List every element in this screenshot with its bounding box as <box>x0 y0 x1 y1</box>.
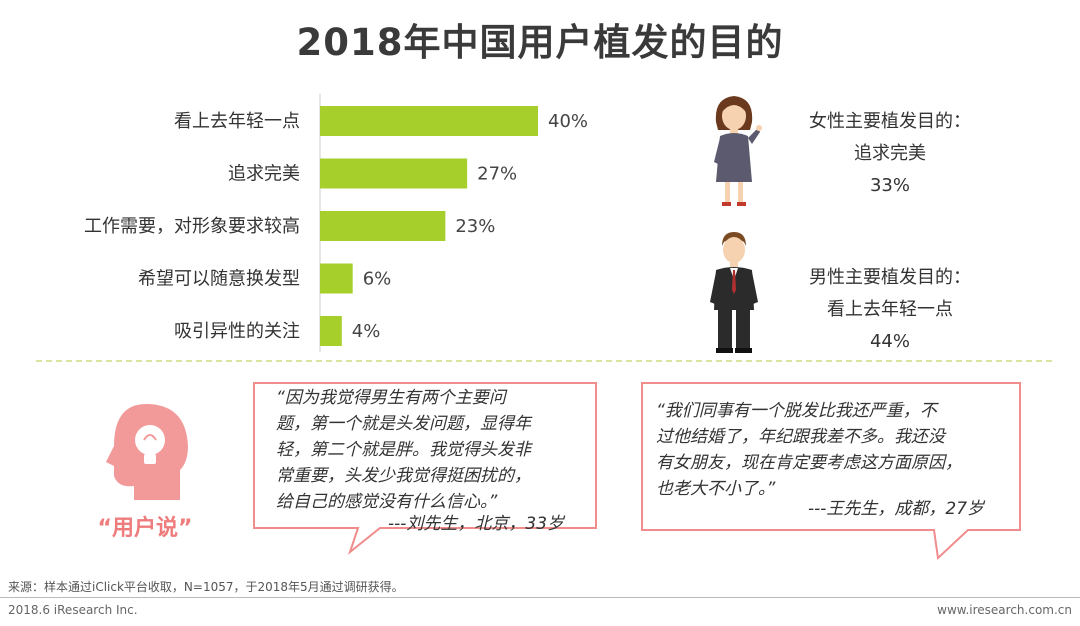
quote-1-line: 题，第一个就是头发问题，显得年 <box>276 414 531 434</box>
category-label: 希望可以随意换发型 <box>138 269 300 290</box>
quote-bubble-1 <box>253 382 597 555</box>
quote-2-text: “我们同事有一个脱发比我还严重，不 过他结婚了，年纪跟我差不多。我还没 有女朋友… <box>656 398 1016 502</box>
female-purpose: 追求完美 <box>854 143 926 164</box>
quote-1-signature: ---刘先生，北京，33岁 <box>388 514 565 534</box>
user-say-label: “用户说” <box>97 516 193 541</box>
category-label: 追求完美 <box>228 164 300 185</box>
quote-2-line: 有女朋友，现在肯定要考虑这方面原因， <box>656 453 962 473</box>
quote-2-line: 过他结婚了，年纪跟我差不多。我还没 <box>656 427 945 447</box>
footer-copyright: 2018.6 iResearch Inc. <box>8 603 138 617</box>
female-percent: 33% <box>869 175 910 196</box>
bar <box>320 263 353 294</box>
category-label: 工作需要，对形象要求较高 <box>84 216 300 237</box>
quote-1-line: 常重要，头发少我觉得挺困扰的， <box>276 466 531 486</box>
male-percent: 44% <box>869 331 910 352</box>
head-lightbulb-icon <box>106 404 188 500</box>
female-heading: 女性主要植发目的： <box>809 111 971 132</box>
quote-1-text: “因为我觉得男生有两个主要问 题，第一个就是头发问题，显得年 轻，第二个就是胖。… <box>276 385 588 515</box>
bar <box>320 158 468 189</box>
male-figure-icon <box>710 232 758 353</box>
value-label: 27% <box>477 164 517 185</box>
value-label: 4% <box>352 321 381 342</box>
quote-1-line: 给自己的感觉没有什么信心。” <box>276 492 498 512</box>
footer-website: www.iresearch.com.cn <box>937 603 1072 617</box>
male-purpose-block: 男性主要植发目的： 看上去年轻一点 44% <box>790 262 990 358</box>
quote-1-line: “因为我觉得男生有两个主要问 <box>276 388 506 408</box>
source-note: 来源：样本通过iClick平台收取，N=1057，于2018年5月通过调研获得。 <box>8 580 404 594</box>
bar <box>320 211 446 241</box>
bar-chart: 看上去年轻一点 40% 追求完美 27% 工作需要，对形象要求较高 23% 希望可以随意换发… <box>84 94 588 352</box>
male-heading: 男性主要植发目的： <box>809 267 971 288</box>
value-label: 6% <box>363 269 392 290</box>
quote-1-line: 轻，第二个就是胖。我觉得头发非 <box>276 440 531 460</box>
quote-2-line: 也老大不小了。” <box>656 479 776 499</box>
category-label: 看上去年轻一点 <box>174 111 300 132</box>
female-purpose-block: 女性主要植发目的： 追求完美 33% <box>790 106 990 202</box>
bar <box>320 106 538 136</box>
male-purpose: 看上去年轻一点 <box>827 299 953 320</box>
footer-divider <box>0 597 1080 598</box>
quote-bubble-2 <box>641 382 1021 561</box>
quote-2-signature: ---王先生，成都，27岁 <box>808 499 985 519</box>
category-label: 吸引异性的关注 <box>174 321 300 342</box>
female-figure-icon <box>714 96 762 206</box>
page-title: 2018年中国用户植发的目的 <box>296 21 784 64</box>
quote-2-line: “我们同事有一个脱发比我还严重，不 <box>656 401 937 421</box>
section-divider <box>36 360 1052 362</box>
value-label: 40% <box>548 111 588 132</box>
bar <box>320 316 342 346</box>
value-label: 23% <box>455 216 495 237</box>
